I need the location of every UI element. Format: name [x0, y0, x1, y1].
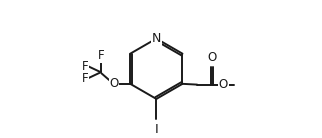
Text: N: N	[152, 32, 161, 45]
Text: O: O	[219, 78, 228, 91]
Text: O: O	[207, 51, 217, 64]
Text: I: I	[155, 123, 158, 136]
Text: F: F	[82, 60, 89, 73]
Text: O: O	[109, 77, 118, 90]
Text: F: F	[82, 72, 89, 85]
Text: F: F	[98, 50, 104, 63]
